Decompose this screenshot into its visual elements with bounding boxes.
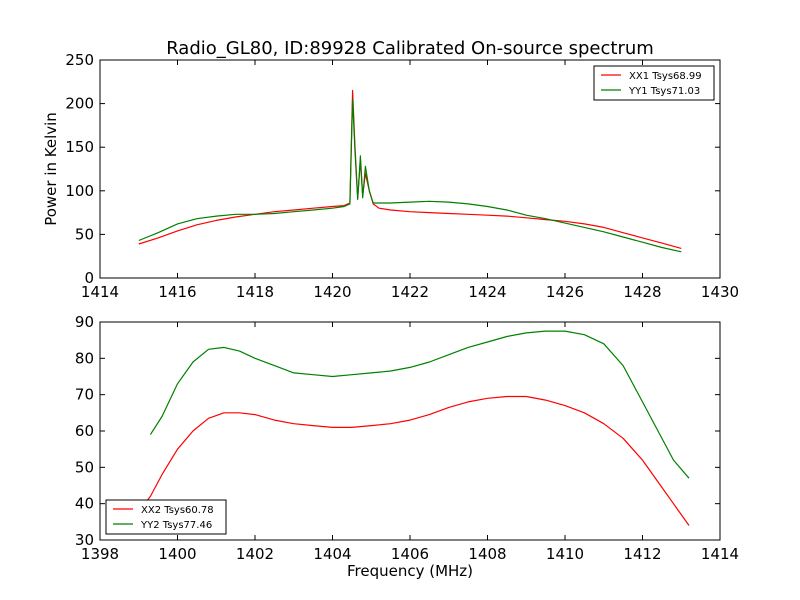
x-tick-label: 1414 bbox=[81, 283, 119, 301]
legend-top: XX1 Tsys68.99 YY1 Tsys71.03 bbox=[593, 65, 715, 101]
y-tick-label: 50 bbox=[75, 458, 94, 476]
axis-ticks-top: 1414 1416 1418 1420 1422 1424 1426 1428 1430 0 50 1… bbox=[65, 51, 739, 301]
series-line-green bbox=[138, 98, 682, 253]
legend-box-bottom bbox=[105, 499, 227, 535]
bottom-chart: Frequency (MHz) 1398 1400 1402 1404 1406 1408… bbox=[75, 313, 739, 580]
y-axis-label: Power in Kelvin bbox=[42, 112, 60, 226]
y-tick-label: 100 bbox=[65, 182, 94, 200]
x-tick-label: 1422 bbox=[391, 283, 429, 301]
legend-label-yy2: YY2 Tsys77.46 bbox=[140, 520, 212, 531]
plot-frame-bottom bbox=[99, 321, 721, 541]
x-tick-label: 1408 bbox=[468, 545, 506, 563]
x-tick-label: 1410 bbox=[546, 545, 584, 563]
x-tick-label: 1406 bbox=[391, 545, 429, 563]
x-tick-label: 1414 bbox=[701, 545, 739, 563]
top-chart: Radio_GL80, ID:89928 Calibrated On-sourc… bbox=[42, 38, 739, 301]
x-tick-label: 1418 bbox=[236, 283, 274, 301]
legend-label-yy1: YY1 Tsys71.03 bbox=[628, 86, 700, 97]
x-tick-label: 1402 bbox=[236, 545, 274, 563]
y-tick-label: 0 bbox=[84, 269, 94, 287]
plot-frame-top bbox=[99, 59, 721, 279]
series-line-red bbox=[138, 395, 690, 526]
y-tick-label: 150 bbox=[65, 138, 94, 156]
legend-bottom: XX2 Tsys60.78 YY2 Tsys77.46 bbox=[105, 499, 227, 535]
y-tick-label: 250 bbox=[65, 51, 94, 69]
x-tick-label: 1398 bbox=[81, 545, 119, 563]
axis-ticks-bottom: 1398 1400 1402 1404 1406 1408 1410 1412 1414 30 40… bbox=[75, 313, 739, 563]
x-tick-label: 1400 bbox=[158, 545, 196, 563]
legend-box-top bbox=[593, 65, 715, 101]
y-tick-label: 60 bbox=[75, 422, 94, 440]
series-group-top bbox=[138, 89, 682, 253]
y-tick-label: 40 bbox=[75, 495, 94, 513]
x-tick-label: 1412 bbox=[623, 545, 661, 563]
legend-label-xx1: XX1 Tsys68.99 bbox=[629, 71, 702, 82]
y-tick-label: 50 bbox=[75, 225, 94, 243]
y-tick-label: 200 bbox=[65, 95, 94, 113]
y-tick-label: 70 bbox=[75, 386, 94, 404]
x-axis-label: Frequency (MHz) bbox=[347, 562, 473, 580]
x-tick-label: 1424 bbox=[468, 283, 506, 301]
chart-title: Radio_GL80, ID:89928 Calibrated On-sourc… bbox=[166, 38, 654, 59]
x-tick-label: 1428 bbox=[623, 283, 661, 301]
y-tick-label: 80 bbox=[75, 349, 94, 367]
y-tick-label: 30 bbox=[75, 531, 94, 549]
x-tick-label: 1416 bbox=[158, 283, 196, 301]
legend-label-xx2: XX2 Tsys60.78 bbox=[141, 505, 214, 516]
x-tick-label: 1404 bbox=[313, 545, 351, 563]
series-line-green bbox=[149, 330, 690, 479]
x-tick-label: 1420 bbox=[313, 283, 351, 301]
series-line-red bbox=[138, 89, 682, 249]
y-tick-label: 90 bbox=[75, 313, 94, 331]
x-tick-label: 1430 bbox=[701, 283, 739, 301]
series-group-bottom bbox=[138, 330, 690, 526]
x-tick-label: 1426 bbox=[546, 283, 584, 301]
